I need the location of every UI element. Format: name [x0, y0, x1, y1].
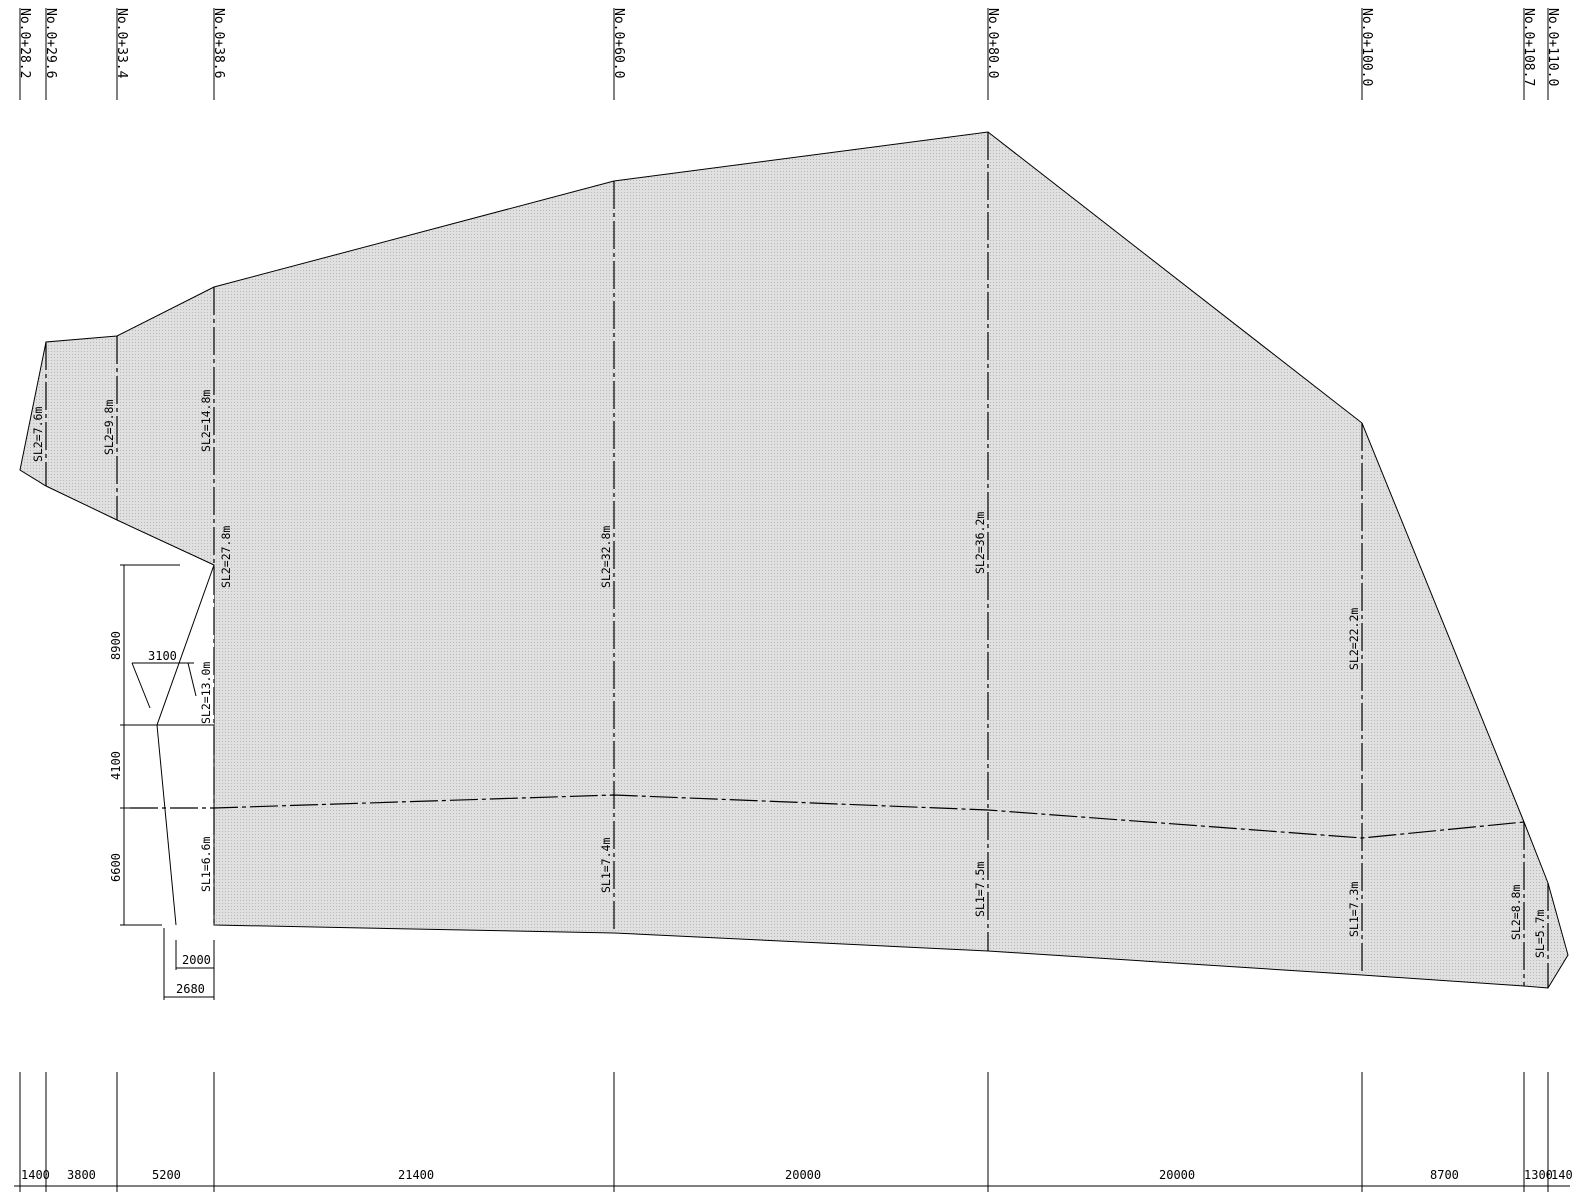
- station-lines: [19, 8, 1549, 100]
- bottom-dimension-chain: [14, 1072, 1570, 1192]
- slope-label-sl2-s1: SL2=7.6m: [31, 407, 45, 462]
- slope-label-sl-s8: SL=5.7m: [1533, 909, 1547, 958]
- dim-height-mid: 4100: [109, 751, 123, 780]
- slope-label-sl2-step: SL2=13.0m: [199, 662, 213, 724]
- slope-label-sl2-s3-lower: SL2=27.8m: [219, 526, 233, 588]
- slope-label-sl1-s6: SL1=7.3m: [1347, 882, 1361, 937]
- station-label-1: No.0+28.2: [17, 8, 32, 78]
- station-label-6: No.0+80.0: [985, 8, 1000, 78]
- station-label-7: No.0+100.0: [1359, 8, 1374, 86]
- detail-dimension-labels: 8900 4100 6600 3100 2000 2680: [109, 631, 211, 996]
- slope-labels: SL2=7.6m SL2=9.8m SL2=14.8m SL2=27.8m SL…: [31, 390, 1547, 958]
- bottom-dim-8: 1300: [1524, 1168, 1553, 1182]
- slope-label-sl2-s6: SL2=22.2m: [1347, 608, 1361, 670]
- station-label-8: No.0+108.7: [1521, 8, 1536, 86]
- slope-label-sl1-s4: SL1=7.4m: [599, 838, 613, 893]
- bottom-dim-4: 21400: [398, 1168, 434, 1182]
- slope-label-sl2-s4: SL2=32.8m: [599, 526, 613, 588]
- slope-label-sl2-s7: SL2=8.8m: [1509, 885, 1523, 940]
- dim-width-base-outer: 2680: [176, 982, 205, 996]
- dim-height-upper: 8900: [109, 631, 123, 660]
- slope-label-sl2-s5: SL2=36.2m: [973, 512, 987, 574]
- slope-label-sl1-s5: SL1=7.5m: [973, 862, 987, 917]
- station-label-9: No.0+110.0: [1545, 8, 1560, 86]
- station-label-5: No.0+60.0: [611, 8, 626, 78]
- detail-dimensions: [120, 564, 215, 1000]
- bottom-dim-5: 20000: [785, 1168, 821, 1182]
- slope-label-sl2-s3: SL2=14.8m: [199, 390, 213, 452]
- dim-width-step: 3100: [148, 649, 177, 663]
- bottom-dim-6: 20000: [1159, 1168, 1195, 1182]
- slope-label-sl2-s2: SL2=9.8m: [102, 400, 116, 455]
- station-labels: No.0+28.2 No.0+29.6 No.0+33.4 No.0+38.6 …: [17, 8, 1560, 86]
- bottom-dim-1: 1400: [21, 1168, 50, 1182]
- bottom-dimension-labels: 1400 3800 5200 21400 20000 20000 8700 13…: [21, 1168, 1573, 1182]
- dim-height-lower: 6600: [109, 853, 123, 882]
- bottom-dim-7: 8700: [1430, 1168, 1459, 1182]
- section-lines: [45, 132, 1549, 988]
- wall-elevation-area: [19, 131, 1569, 989]
- dim-width-base-inner: 2000: [182, 953, 211, 967]
- station-label-3: No.0+33.4: [114, 8, 129, 79]
- bottom-dim-2: 3800: [67, 1168, 96, 1182]
- station-label-4: No.0+38.6: [211, 8, 226, 78]
- bottom-dim-3: 5200: [152, 1168, 181, 1182]
- bottom-dim-9: 140: [1551, 1168, 1573, 1182]
- slope-label-sl1-s3: SL1=6.6m: [199, 837, 213, 892]
- station-label-2: No.0+29.6: [43, 8, 58, 78]
